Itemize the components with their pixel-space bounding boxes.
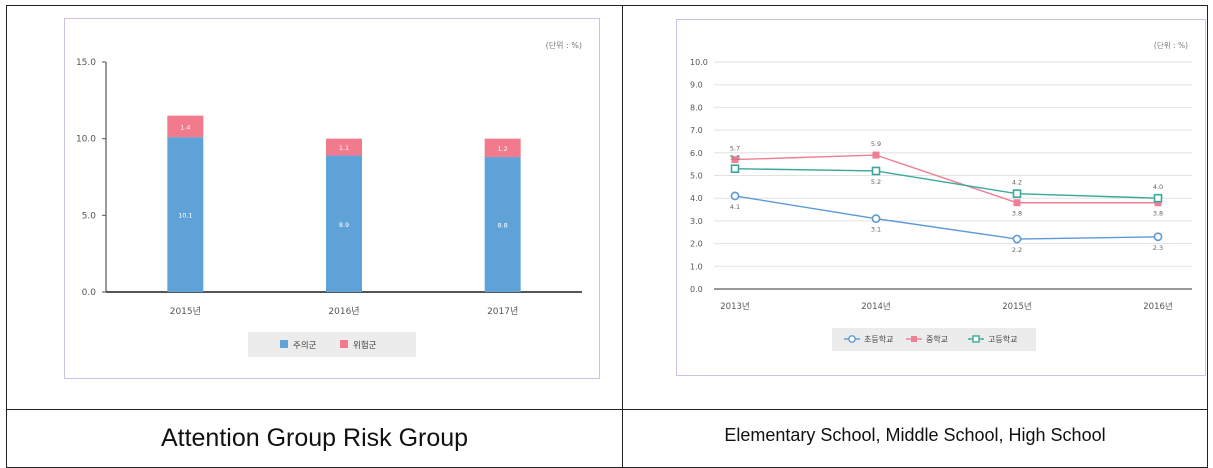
x-tick-label: 2015년 — [1002, 301, 1031, 312]
legend-label: 주의군 — [293, 340, 317, 351]
bar-segment-risk — [484, 138, 521, 158]
chart-legend: 초등학교 중학교 고등학교 — [832, 328, 1036, 351]
data-point — [1012, 189, 1022, 198]
y-tick-label: 0.0 — [690, 285, 703, 294]
legend-marker — [911, 336, 917, 342]
y-tick-label: 3.0 — [690, 217, 703, 226]
bar-segment-attention — [167, 137, 204, 292]
y-tick-label: 6.0 — [690, 149, 703, 158]
right-caption: Elementary School, Middle School, High S… — [724, 424, 1106, 445]
point-data-label: 4.1 — [730, 203, 740, 211]
point-data-label: 5.7 — [730, 145, 740, 153]
data-point — [872, 151, 880, 159]
data-point — [871, 166, 881, 176]
data-point — [1153, 193, 1163, 203]
bar-data-label: 10.1 — [178, 212, 192, 220]
data-point — [731, 156, 739, 164]
legend-marker — [848, 335, 856, 343]
bar-data-label: 1.1 — [339, 144, 349, 152]
x-tick-label: 2016년 — [328, 306, 359, 317]
data-point — [1013, 199, 1021, 207]
point-data-label: 2.2 — [1012, 246, 1022, 254]
line-chart: (단위 : %) 0.0 1.0 2.0 3.0 4.0 5.0 6.0 7.0 8.0 9.0 10… — [690, 40, 1192, 351]
legend-marker — [972, 335, 980, 343]
unit-label: (단위 : %) — [1154, 40, 1188, 50]
legend-label: 위험군 — [353, 341, 377, 351]
x-tick-label: 2017년 — [487, 306, 518, 317]
point-data-label: 3.1 — [871, 226, 881, 234]
data-point — [730, 191, 740, 201]
y-tick-label: 4.0 — [690, 194, 703, 203]
series-line — [734, 167, 1159, 199]
legend-label: 초등학교 — [864, 334, 893, 344]
x-tick-label: 2016년 — [1143, 301, 1172, 312]
data-point — [1154, 199, 1162, 207]
series-line — [734, 195, 1159, 240]
bar-data-label: 8.8 — [497, 222, 507, 230]
y-tick-label: 0.0 — [82, 288, 97, 298]
chart-legend: 주의군 위험군 — [248, 332, 416, 357]
legend-label: 중학교 — [926, 334, 948, 344]
data-point — [730, 164, 740, 173]
y-tick-label: 5.0 — [82, 211, 97, 221]
bar-segment-risk — [167, 115, 204, 138]
point-data-label: 4.0 — [1153, 183, 1163, 191]
point-data-label: 4.2 — [1012, 179, 1022, 187]
y-tick-label: 10.0 — [76, 135, 96, 145]
y-tick-label: 15.0 — [76, 58, 96, 68]
bar-data-label: 1.2 — [497, 145, 507, 153]
legend-swatch — [340, 340, 348, 348]
bar-segment-risk — [326, 138, 362, 156]
data-point — [1153, 232, 1163, 242]
point-data-label: 3.8 — [1012, 210, 1022, 218]
point-data-label: 5.3 — [730, 154, 740, 162]
y-tick-label: 1.0 — [690, 262, 703, 271]
data-point — [1012, 234, 1022, 244]
point-data-label: 3.8 — [1153, 210, 1163, 218]
stacked-bar-chart: (단위 : %) 0.0 5.0 10.0 15.0 10.1 1.4 2015년 8.9 1.1… — [76, 40, 582, 357]
point-data-label: 5.2 — [871, 178, 881, 186]
right-caption-cell — [622, 409, 1208, 468]
x-tick-label: 2013년 — [720, 301, 749, 312]
legend-background — [248, 332, 416, 357]
y-tick-label: 5.0 — [690, 172, 703, 181]
y-tick-label: 7.0 — [690, 126, 703, 135]
bar-segment-attention — [326, 155, 362, 292]
bar-segment-attention — [484, 157, 521, 292]
y-tick-label: 9.0 — [690, 81, 703, 90]
point-data-label: 2.3 — [1153, 244, 1163, 252]
left-caption: Attention Group Risk Group — [160, 424, 469, 452]
x-tick-label: 2015년 — [170, 306, 201, 317]
point-data-label: 5.9 — [871, 140, 881, 148]
bar-data-label: 8.9 — [339, 221, 349, 229]
legend-swatch — [280, 340, 288, 348]
legend-background — [832, 328, 1036, 351]
legend-label: 고등학교 — [988, 334, 1017, 344]
data-point — [871, 214, 881, 224]
y-tick-label: 2.0 — [690, 240, 703, 249]
y-tick-label: 10.0 — [690, 58, 708, 67]
bar-data-label: 1.4 — [180, 123, 190, 131]
series-line — [734, 154, 1158, 204]
x-tick-label: 2014년 — [861, 301, 890, 312]
unit-label: (단위 : %) — [546, 40, 582, 50]
y-tick-label: 8.0 — [690, 103, 703, 112]
